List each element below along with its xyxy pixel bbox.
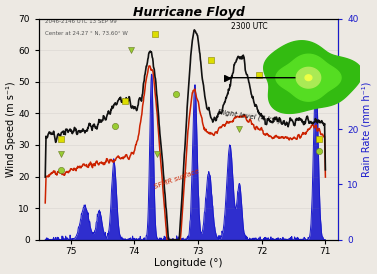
Y-axis label: Rain Rate (mm h⁻¹): Rain Rate (mm h⁻¹)	[362, 81, 371, 177]
Polygon shape	[296, 67, 321, 88]
Polygon shape	[264, 41, 362, 113]
Polygon shape	[305, 75, 312, 81]
Y-axis label: Wind Speed (m s⁻¹): Wind Speed (m s⁻¹)	[6, 81, 15, 177]
Text: Flight level (4 km): Flight level (4 km)	[217, 109, 282, 124]
Text: SFMR surface: SFMR surface	[153, 168, 200, 190]
X-axis label: Longitude (°): Longitude (°)	[154, 258, 223, 269]
Text: Center at 24.27 ° N, 73.60° W: Center at 24.27 ° N, 73.60° W	[45, 30, 128, 35]
Text: 2046-2146 UTC 13 SEP 99: 2046-2146 UTC 13 SEP 99	[45, 19, 117, 24]
Title: Hurricane Floyd: Hurricane Floyd	[133, 5, 244, 19]
Text: 2300 UTC: 2300 UTC	[231, 22, 268, 32]
Polygon shape	[276, 54, 341, 101]
